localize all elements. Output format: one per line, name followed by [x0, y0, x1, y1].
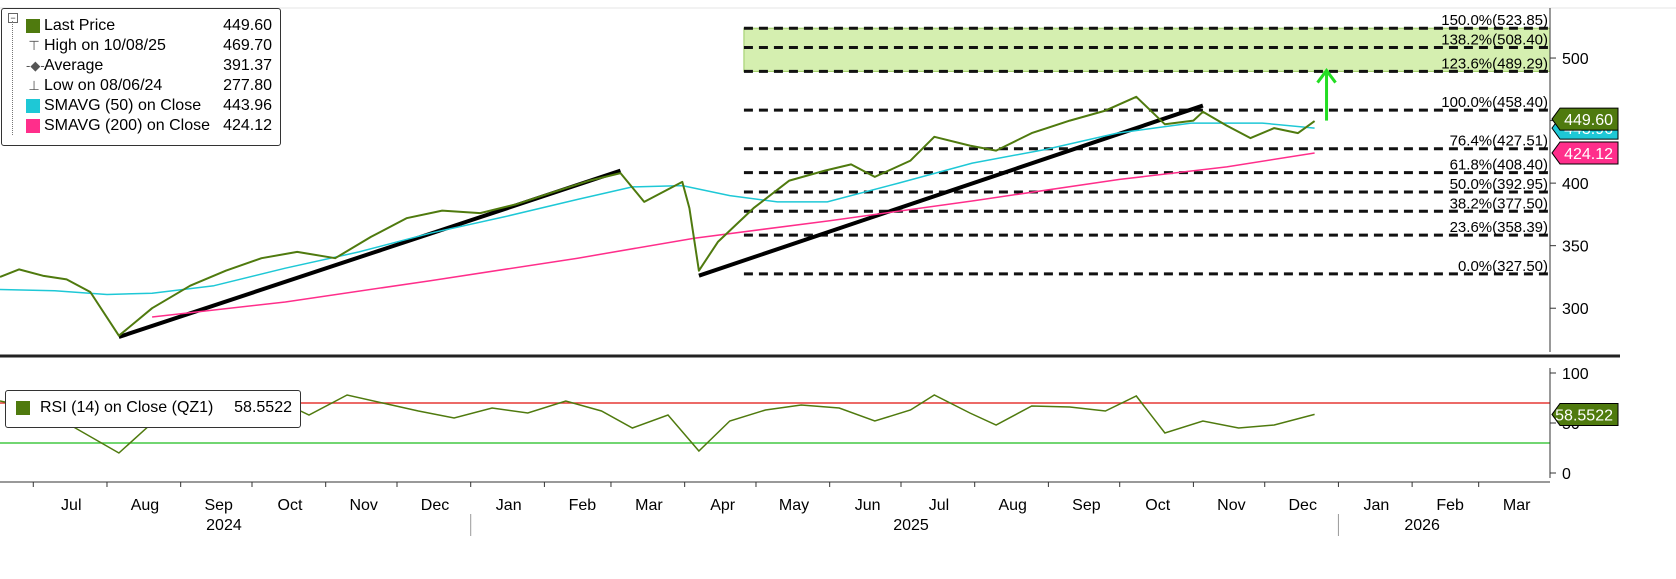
- series-line-1: [0, 122, 1315, 296]
- last-price-tag-text: 449.60: [1564, 112, 1613, 129]
- fibonacci-target-band: [743, 27, 1551, 72]
- high-marker-icon: ⊤: [28, 38, 40, 53]
- sma200-swatch: [26, 119, 40, 133]
- fibonacci-level-label: 123.6%(489.29): [1441, 55, 1548, 72]
- legend-row-sma50: SMAVG (50) on Close 443.96: [2, 96, 280, 116]
- rsi-y-tick-label: 100: [1562, 366, 1589, 383]
- last-price-tag-shape: [1551, 107, 1619, 131]
- rsi-legend-label: RSI (14) on Close (QZ1): [40, 399, 214, 416]
- legend-value: 443.96: [223, 97, 272, 114]
- fibonacci-layer: 0.0%(327.50) 23.6%(358.39) 38.2%(377.50) 50…: [743, 12, 1551, 276]
- rsi-swatch: [16, 401, 30, 415]
- x-month-label: Sep: [1072, 497, 1101, 514]
- sma200-tag-text: 424.12: [1564, 146, 1613, 163]
- fibonacci-level-label: 0.0%(327.50): [1458, 258, 1548, 275]
- legend-value: 277.80: [223, 77, 272, 94]
- rsi-legend-value: 58.5522: [234, 399, 292, 416]
- x-month-label: Dec: [421, 497, 449, 514]
- sma50-swatch: [26, 99, 40, 113]
- x-month-label: Oct: [1145, 497, 1170, 514]
- rsi-value-tag-text: 58.5522: [1555, 407, 1613, 424]
- x-month-label: Jul: [61, 497, 81, 514]
- legend-label: SMAVG (50) on Close: [44, 97, 202, 114]
- x-month-label: Feb: [1436, 497, 1464, 514]
- last-price-swatch: [26, 19, 40, 33]
- x-month-label: Dec: [1288, 497, 1316, 514]
- x-year-label: 2024: [206, 517, 242, 534]
- series-line-2: [152, 152, 1315, 318]
- fibonacci-level-label: 76.4%(427.51): [1450, 133, 1548, 150]
- x-month-label: Jan: [496, 497, 522, 514]
- average-line-icon: -◆-: [26, 58, 45, 73]
- x-month-label: Aug: [998, 497, 1026, 514]
- x-month-label: Apr: [710, 497, 736, 514]
- rsi-legend[interactable]: RSI (14) on Close (QZ1) 58.5522: [5, 390, 301, 428]
- x-month-label: Aug: [131, 497, 159, 514]
- legend-value: 424.12: [223, 117, 272, 134]
- legend-value: 391.37: [223, 57, 272, 74]
- legend-row-last-price: Last Price 449.60: [2, 16, 280, 36]
- series-line-0: [0, 95, 1316, 337]
- legend-value: 449.60: [223, 17, 272, 34]
- x-month-label: Feb: [569, 497, 597, 514]
- collapse-toggle[interactable]: −: [8, 13, 18, 23]
- legend-tree-line: [12, 21, 14, 135]
- legend-label: Last Price: [44, 17, 116, 34]
- fibonacci-level-label: 38.2%(377.50): [1450, 195, 1548, 212]
- x-month-label: May: [779, 497, 809, 514]
- low-marker-icon: ⊥: [28, 78, 40, 93]
- series-layer: [0, 68, 1550, 454]
- price-legend[interactable]: − Last Price 449.60 ⊤ High on 10/08/25 4…: [1, 8, 281, 146]
- legend-row-high: ⊤ High on 10/08/25 469.70: [2, 36, 280, 56]
- fibonacci-level-label: 61.8%(408.40): [1450, 157, 1548, 174]
- x-month-label: Jan: [1364, 497, 1390, 514]
- trendline: [698, 103, 1204, 278]
- fibonacci-level-label: 100.0%(458.40): [1441, 94, 1548, 111]
- price-y-tick-label: 500: [1562, 51, 1589, 68]
- sma200-tag-shape: [1551, 141, 1619, 165]
- legend-label: SMAVG (200) on Close: [44, 117, 210, 134]
- fibonacci-level-label: 50.0%(392.95): [1450, 176, 1548, 193]
- legend-row-average: -◆- Average 391.37: [2, 56, 280, 76]
- legend-value: 469.70: [223, 37, 272, 54]
- price-y-tick-label: 350: [1562, 239, 1589, 256]
- price-y-tick-label: 400: [1562, 176, 1589, 193]
- target-arrow-head: [1316, 68, 1337, 84]
- x-month-label: Sep: [204, 497, 233, 514]
- fibonacci-level-label: 23.6%(358.39): [1450, 219, 1548, 236]
- x-month-label: Nov: [349, 497, 377, 514]
- x-month-label: Nov: [1217, 497, 1245, 514]
- x-month-label: Mar: [635, 497, 663, 514]
- fibonacci-level-label: 150.0%(523.85): [1441, 12, 1548, 29]
- x-month-label: Jun: [855, 497, 881, 514]
- legend-row-sma200: SMAVG (200) on Close 424.12: [2, 116, 280, 136]
- legend-row-low: ⊥ Low on 08/06/24 277.80: [2, 76, 280, 96]
- fibonacci-level-label: 138.2%(508.40): [1441, 32, 1548, 49]
- x-month-label: Jul: [929, 497, 949, 514]
- x-year-label: 2026: [1404, 517, 1440, 534]
- price-y-tick-label: 300: [1562, 301, 1589, 318]
- legend-label: Average: [44, 57, 104, 74]
- x-year-label: 2025: [893, 517, 929, 534]
- rsi-value-tag-shape: [1551, 402, 1619, 426]
- x-month-label: Mar: [1503, 497, 1531, 514]
- legend-label: Low on 08/06/24: [44, 77, 163, 94]
- legend-label: High on 10/08/25: [44, 37, 166, 54]
- x-month-label: Oct: [278, 497, 303, 514]
- rsi-y-tick-label: 0: [1562, 466, 1571, 483]
